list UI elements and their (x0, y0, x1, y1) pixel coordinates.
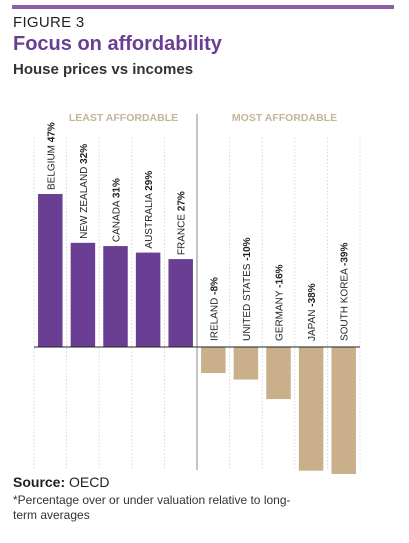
top-accent-bar (12, 5, 394, 9)
bar (38, 194, 63, 347)
bar (70, 242, 96, 347)
bar-value-label: -10% (242, 237, 253, 260)
bar-value-label: 32% (79, 144, 90, 164)
section-label-least-affordable: LEAST AFFORDABLE (69, 112, 178, 124)
bar-label: SOUTH KOREA -39% (340, 243, 351, 341)
footnote: *Percentage over or under valuation rela… (13, 493, 291, 522)
bar-label: FRANCE 27% (177, 191, 188, 255)
bar-value-label: 29% (144, 171, 155, 191)
bar-category-label: BELGIUM (46, 142, 57, 190)
bar-label: CANADA 31% (112, 178, 123, 242)
bar-category-label: IRELAND (209, 295, 220, 341)
bar (103, 246, 128, 347)
bar-category-label: CANADA (112, 198, 123, 242)
source-line: Source: OECD (13, 474, 109, 490)
bar-label: IRELAND -8% (209, 277, 220, 341)
bar (135, 252, 161, 347)
bar-category-label: FRANCE (177, 211, 188, 255)
bar-category-label: SOUTH KOREA (340, 266, 351, 341)
bar-label: GERMANY -16% (275, 264, 286, 341)
bar (331, 347, 356, 474)
chart-title: Focus on affordability (13, 33, 222, 55)
bar-label: AUSTRALIA 29% (144, 171, 155, 249)
source-label: Source: (13, 474, 66, 490)
bar-category-label: UNITED STATES (242, 261, 253, 341)
bar-label: NEW ZEALAND 32% (79, 144, 90, 239)
bar-value-label: 31% (112, 178, 123, 198)
source-value: OECD (69, 474, 110, 490)
bar-category-label: GERMANY (275, 288, 286, 341)
bar-category-label: AUSTRALIA (144, 191, 155, 249)
bar-category-label: JAPAN (307, 307, 318, 341)
bar (233, 347, 259, 380)
bar (201, 347, 226, 374)
chart-subtitle: House prices vs incomes (13, 61, 194, 78)
bar-value-label: -39% (340, 243, 351, 266)
bar-label: JAPAN -38% (307, 283, 318, 341)
bar-label: UNITED STATES -10% (242, 237, 253, 341)
bar (266, 347, 291, 400)
bar-value-label: -16% (275, 264, 286, 287)
section-label-most-affordable: MOST AFFORDABLE (232, 112, 337, 124)
bar (168, 259, 193, 347)
bar (298, 347, 324, 471)
bar-value-label: 27% (177, 191, 188, 211)
bar-label: BELGIUM 47% (46, 122, 57, 190)
bar-value-label: -8% (209, 277, 220, 295)
bar-value-label: 47% (46, 122, 57, 142)
figure-label: FIGURE 3 (13, 14, 85, 31)
bar-category-label: NEW ZEALAND (79, 164, 90, 239)
bar-value-label: -38% (307, 283, 318, 306)
